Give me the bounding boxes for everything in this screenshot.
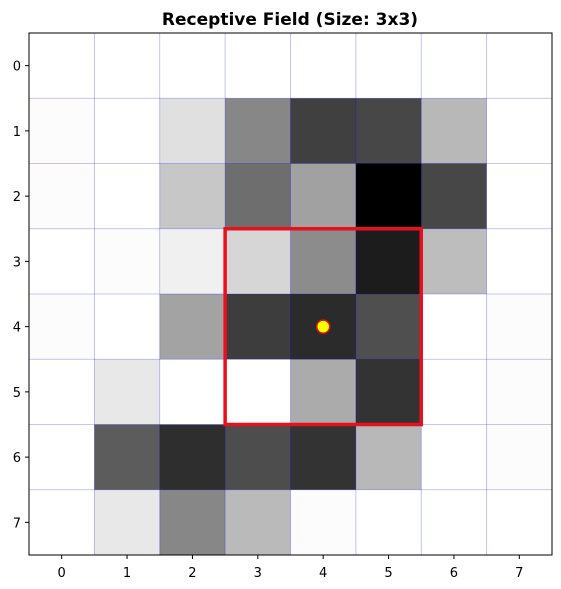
heatmap-cell-6-2 [159,424,226,491]
x-tick-label: 0 [58,566,66,581]
heatmap-cell-5-0 [29,359,95,425]
heatmap-cell-5-3 [225,359,291,425]
heatmap-cell-0-2 [159,33,226,99]
y-axis: 0 1 2 3 4 5 6 7 [13,60,29,531]
x-tick-label: 4 [319,566,327,581]
heatmap-cell-1-7 [486,98,553,164]
heatmap-cell-3-5 [355,228,422,295]
y-tick-label: 0 [13,60,21,75]
heatmap-cell-7-7 [486,489,553,556]
heatmap-cell-5-7 [486,359,553,425]
plot-frame [28,32,553,556]
heatmap-cell-2-1 [94,163,161,230]
heatmap-cell-7-1 [94,489,161,556]
heatmap-cell-6-6 [421,424,488,491]
heatmap-cell-6-5 [355,424,422,491]
y-tick-label: 2 [13,190,21,205]
heatmap-cell-0-5 [355,33,422,99]
heatmap-cell-1-1 [94,98,161,164]
x-tick-label: 2 [188,566,196,581]
heatmap-cell-4-1 [94,294,161,360]
heatmap-cell-0-6 [421,33,488,99]
heatmap-cell-4-6 [421,294,488,360]
heatmap-cell-1-6 [421,98,488,164]
x-tick-label: 7 [515,566,523,581]
y-tick-label: 4 [13,321,21,336]
heatmap-cell-5-2 [159,359,226,425]
heatmap-cell-1-4 [290,98,357,164]
x-tick-label: 3 [254,566,262,581]
heatmap-cell-7-2 [159,489,226,556]
heatmap-cell-1-5 [355,98,422,164]
y-tick-label: 3 [13,255,21,270]
y-tick-label: 6 [13,451,21,466]
heatmap-cell-0-7 [486,33,553,99]
heatmap-cell-0-4 [290,33,357,99]
heatmap-cell-6-3 [225,424,291,491]
heatmap-cell-3-6 [421,228,488,295]
x-tick-label: 1 [123,566,131,581]
receptive-field-box [223,227,423,427]
center-marker [315,319,331,334]
heatmap-cell-2-6 [421,163,488,230]
y-tick-label: 7 [13,516,21,531]
heatmap-cell-0-3 [225,33,291,99]
heatmap-cell-7-0 [29,489,95,556]
heatmap-cell-3-7 [486,228,553,295]
x-tick-label: 5 [384,566,392,581]
heatmap-cell-7-6 [421,489,488,556]
heatmap-cell-6-7 [486,424,553,491]
heatmap-cell-2-7 [486,163,553,230]
heatmap-cell-5-4 [290,359,357,425]
chart-title: Receptive Field (Size: 3x3) [162,10,418,30]
heatmap-cell-6-4 [290,424,357,491]
heatmap-cell-5-1 [94,359,161,425]
heatmap-cell-5-5 [355,359,422,425]
heatmap-cell-1-3 [225,98,291,164]
y-tick-label: 1 [13,125,21,140]
heatmap-cells [29,33,553,556]
heatmap-cell-3-2 [159,228,226,295]
heatmap-cell-4-0 [29,294,95,360]
x-axis: 0 1 2 3 4 5 6 7 [58,555,523,581]
heatmap-cell-3-0 [29,228,95,295]
heatmap-cell-2-0 [29,163,95,230]
heatmap-cell-6-1 [94,424,161,491]
overlay [223,227,423,427]
heatmap-cell-3-3 [225,228,291,295]
heatmap-cell-7-4 [290,489,357,556]
heatmap-cell-4-2 [159,294,226,360]
heatmap-cell-0-0 [29,33,95,99]
heatmap-cell-2-5 [355,163,422,230]
heatmap-cell-0-1 [94,33,161,99]
heatmap-cell-7-5 [355,489,422,556]
heatmap-cell-3-4 [290,228,357,295]
heatmap-cell-3-1 [94,228,161,295]
heatmap-cell-2-2 [159,163,226,230]
heatmap-cell-4-5 [355,294,422,360]
x-tick-label: 6 [450,566,458,581]
heatmap-cell-7-3 [225,489,291,556]
heatmap-cell-5-6 [421,359,488,425]
heatmap-cell-4-3 [225,294,291,360]
heatmap-cell-1-0 [29,98,95,164]
heatmap-cell-4-7 [486,294,553,360]
y-tick-label: 5 [13,386,21,401]
heatmap-cell-2-3 [225,163,291,230]
heatmap-cell-1-2 [159,98,226,164]
heatmap-cell-6-0 [29,424,95,491]
heatmap-cell-2-4 [290,163,357,230]
